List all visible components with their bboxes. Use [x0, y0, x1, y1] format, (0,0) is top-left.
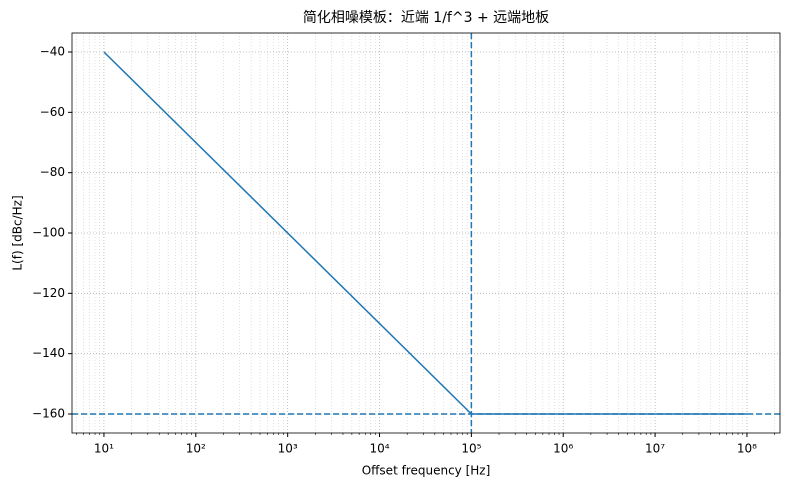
x-tick-label: 10² — [186, 442, 206, 456]
line — [103, 51, 747, 415]
y-tick-label: −160 — [32, 406, 65, 420]
x-tick-label: 10⁸ — [737, 442, 757, 456]
y-tick-label: −40 — [40, 45, 65, 59]
y-tick-label: −80 — [40, 165, 65, 179]
x-tick-label: 10¹ — [94, 442, 114, 456]
x-tick-label: 10³ — [278, 442, 298, 456]
plot-frame — [71, 32, 781, 434]
x-tick-label: 10⁴ — [369, 442, 389, 456]
y-axis-label: L(f) [dBc/Hz] — [11, 195, 25, 270]
chart-title: 简化相噪模板：近端 1/f^3 + 远端地板 — [303, 9, 549, 26]
y-tick-label: −60 — [40, 105, 65, 119]
y-tick-label: −140 — [32, 346, 65, 360]
y-tick-label: −100 — [32, 226, 65, 240]
x-tick-label: 10⁶ — [553, 442, 573, 456]
x-axis-label: Offset frequency [Hz] — [362, 464, 491, 478]
x-tick-label: 10⁷ — [645, 442, 665, 456]
y-tick-label: −120 — [32, 286, 65, 300]
x-tick-label: 10⁵ — [461, 442, 481, 456]
